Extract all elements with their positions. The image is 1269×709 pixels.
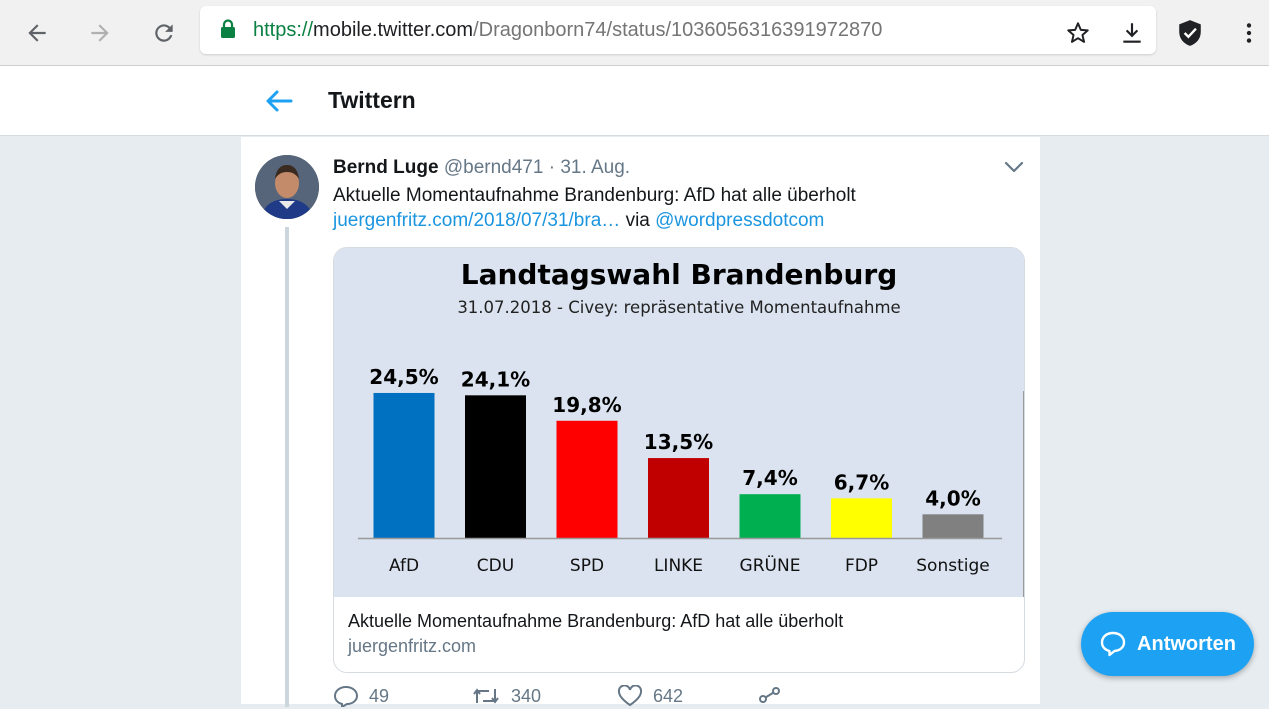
- bar-chart: Landtagswahl Brandenburg 31.07.2018 - Civ…: [358, 258, 1024, 597]
- url-path: /Dragonborn74/status/1036056316391972870: [473, 19, 883, 41]
- tweet-menu-button[interactable]: [1003, 157, 1025, 177]
- data-label: 4,0%: [925, 486, 980, 510]
- data-label: 19,8%: [552, 393, 621, 417]
- avatar[interactable]: [255, 155, 319, 219]
- chart-title: Landtagswahl Brandenburg: [461, 258, 898, 291]
- category-label: GRÜNE: [740, 554, 801, 576]
- chart-subtitle: 31.07.2018 - Civey: repräsentative Momen…: [457, 298, 900, 317]
- link-card[interactable]: Landtagswahl Brandenburg 31.07.2018 - Civ…: [333, 247, 1025, 673]
- browser-forward-button[interactable]: [80, 13, 120, 53]
- retweet-count: 340: [511, 685, 542, 706]
- tweet-column: Bernd Luge @bernd471 · 31. Aug. Aktuelle…: [241, 137, 1040, 707]
- speech-bubble-icon: [1100, 631, 1126, 657]
- reply-fab-label: Antworten: [1137, 632, 1236, 655]
- category-label: LINKE: [654, 556, 703, 576]
- share-icon: [759, 687, 780, 703]
- browser-menu-button[interactable]: [1229, 13, 1269, 53]
- twitter-header: Twittern: [0, 66, 1269, 136]
- lock-icon: [221, 19, 235, 38]
- article-link[interactable]: juergenfritz.com/2018/07/31/bra…: [333, 210, 621, 231]
- data-label: 24,5%: [369, 365, 438, 389]
- share-button[interactable]: [757, 685, 783, 707]
- bookmark-button[interactable]: [1058, 13, 1098, 53]
- category-label: SPD: [570, 556, 604, 576]
- category-label: CDU: [477, 556, 514, 576]
- category-label: Sonstige: [916, 556, 989, 576]
- data-label: 7,4%: [742, 466, 797, 490]
- tweet-date[interactable]: 31. Aug.: [560, 157, 631, 178]
- back-button[interactable]: [262, 85, 296, 117]
- browser-back-button[interactable]: [17, 13, 57, 53]
- reload-icon: [155, 24, 173, 42]
- url-scheme: https://: [253, 19, 314, 41]
- bar-cdu: [465, 395, 526, 538]
- like-button[interactable]: 642: [617, 685, 683, 707]
- download-icon: [1123, 23, 1141, 43]
- card-title: Aktuelle Momentaufnahme Brandenburg: AfD…: [348, 611, 844, 631]
- card-image: Landtagswahl Brandenburg 31.07.2018 - Civ…: [334, 248, 1024, 597]
- download-button[interactable]: [1112, 13, 1152, 53]
- browser-reload-button[interactable]: [144, 13, 184, 53]
- shield-button[interactable]: [1170, 13, 1210, 53]
- heart-icon: [617, 685, 643, 707]
- reply-button[interactable]: 49: [333, 685, 389, 707]
- via-text: via: [625, 210, 650, 231]
- arrow-left-icon: [28, 24, 46, 42]
- data-label: 13,5%: [644, 430, 713, 454]
- meta-separator: ·: [548, 157, 556, 178]
- address-bar[interactable]: https://mobile.twitter.com/Dragonborn74/…: [200, 6, 1156, 54]
- bar-sonstige: [922, 514, 984, 538]
- arrow-right-icon: [91, 24, 109, 42]
- browser-toolbar: https://mobile.twitter.com/Dragonborn74/…: [0, 0, 1269, 66]
- author-handle[interactable]: @bernd471: [443, 157, 544, 178]
- tweet-text: Aktuelle Momentaufnahme Brandenburg: AfD…: [333, 185, 856, 206]
- mention-link[interactable]: @wordpressdotcom: [655, 210, 825, 231]
- retweet-icon: [473, 688, 499, 704]
- star-icon: [1067, 22, 1089, 43]
- bar-fdp: [831, 498, 892, 538]
- tweet-header: Bernd Luge @bernd471 · 31. Aug.: [333, 157, 630, 179]
- reply-count: 49: [369, 685, 390, 706]
- card-domain: juergenfritz.com: [348, 636, 477, 656]
- arrow-left-icon: [266, 90, 293, 112]
- retweet-button[interactable]: 340: [471, 685, 541, 707]
- bar-grüne: [739, 494, 801, 538]
- url-text: https://mobile.twitter.com/Dragonborn74/…: [253, 19, 882, 42]
- tweet-links: juergenfritz.com/2018/07/31/bra… via @wo…: [333, 210, 824, 232]
- category-label: AfD: [389, 556, 419, 576]
- more-vertical-icon: [1246, 23, 1252, 43]
- reply-fab[interactable]: Antworten: [1081, 612, 1254, 676]
- like-count: 642: [653, 685, 684, 706]
- bar-afd: [373, 392, 435, 538]
- url-host: mobile.twitter.com: [313, 19, 474, 41]
- shield-icon: [1179, 20, 1201, 46]
- page-title: Twittern: [328, 87, 416, 113]
- bar-spd: [556, 420, 618, 538]
- chevron-down-icon: [1004, 161, 1024, 173]
- category-label: FDP: [845, 556, 878, 576]
- tweet-actions: 49 340 642: [333, 685, 793, 709]
- data-label: 24,1%: [461, 367, 530, 391]
- person-avatar-icon: [255, 155, 319, 219]
- data-label: 6,7%: [834, 470, 889, 494]
- thread-line: [285, 227, 289, 707]
- author-name[interactable]: Bernd Luge: [333, 157, 439, 178]
- reply-icon: [333, 685, 359, 707]
- bar-linke: [648, 458, 709, 538]
